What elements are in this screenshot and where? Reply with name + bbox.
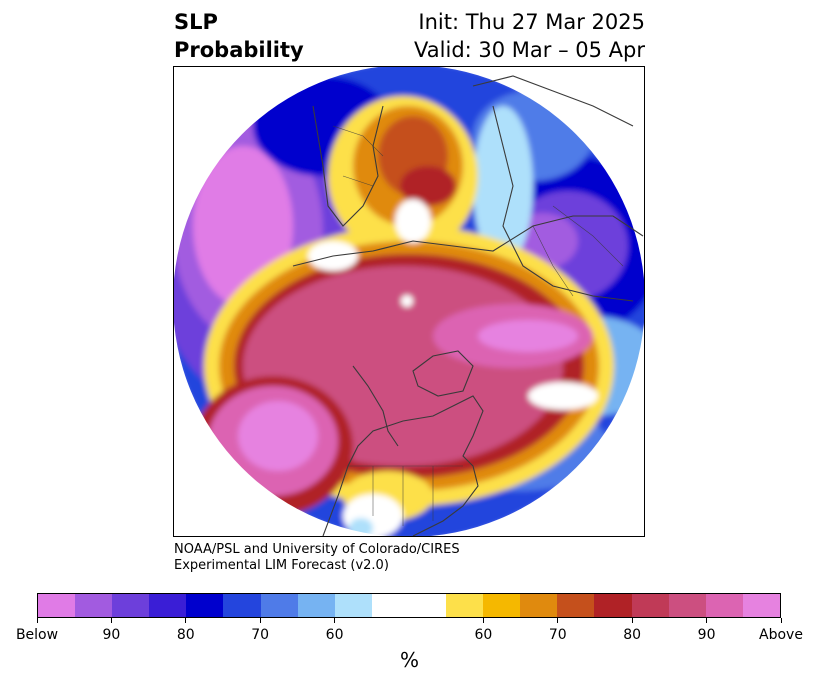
colorbar-segment bbox=[75, 594, 113, 617]
colorbar-unit: % bbox=[399, 648, 419, 672]
colorbar-tick bbox=[259, 618, 261, 623]
colorbar-segment bbox=[668, 594, 706, 617]
political-borders bbox=[332, 125, 624, 526]
colorbar-tick-label: 80 bbox=[176, 627, 195, 643]
colorbar-tick-label: Above bbox=[759, 627, 803, 643]
polar-map bbox=[173, 66, 645, 537]
colorbar-tick bbox=[110, 618, 112, 623]
colorbar-segment bbox=[520, 594, 558, 617]
colorbar-segment bbox=[742, 594, 780, 617]
east-asia-outline bbox=[312, 105, 384, 227]
colorbar-tick bbox=[185, 618, 187, 623]
colorbar-segment bbox=[149, 594, 187, 617]
map-title-left: SLP Probability bbox=[174, 8, 304, 64]
africa-outline bbox=[472, 75, 634, 127]
coastlines bbox=[292, 75, 644, 537]
eurasia-north-coast bbox=[292, 215, 644, 267]
europe-borders bbox=[532, 205, 624, 297]
colorbar-segment bbox=[483, 594, 521, 617]
colorbar-segment bbox=[705, 594, 743, 617]
colorbar-tick-label: 90 bbox=[102, 627, 121, 643]
colorbar-tick-label: Below bbox=[15, 627, 59, 643]
alaska-coast bbox=[352, 365, 399, 447]
credit-text: NOAA/PSL and University of Colorado/CIRE… bbox=[174, 542, 460, 574]
colorbar-tick bbox=[706, 618, 708, 623]
state-lines bbox=[372, 466, 434, 526]
map-title-right: Init: Thu 27 Mar 2025 Valid: 30 Mar – 05… bbox=[414, 8, 645, 64]
colorbar-segment bbox=[186, 594, 224, 617]
colorbar-segment bbox=[557, 594, 595, 617]
credit-line-1: NOAA/PSL and University of Colorado/CIRE… bbox=[174, 542, 460, 557]
colorbar-segment bbox=[38, 594, 76, 617]
europe-outline bbox=[492, 105, 634, 302]
colorbar-tick-label: 60 bbox=[474, 627, 493, 643]
colorbar-ticks: Below 90 80 70 60 60 70 80 90 Above bbox=[16, 618, 803, 648]
colorbar-tick bbox=[557, 618, 559, 623]
credit-line-2: Experimental LIM Forecast (v2.0) bbox=[174, 558, 389, 573]
colorbar-segment bbox=[297, 594, 335, 617]
colorbar-tick bbox=[36, 618, 38, 623]
valid-range: Valid: 30 Mar – 05 Apr bbox=[414, 38, 645, 62]
north-america-outline bbox=[322, 395, 484, 537]
greenland-outline bbox=[412, 350, 474, 397]
asia-borders bbox=[332, 125, 384, 187]
colorbar-tick bbox=[482, 618, 484, 623]
colorbar-segment bbox=[446, 594, 484, 617]
colorbar-tick bbox=[631, 618, 633, 623]
colorbar-tick-label: 70 bbox=[251, 627, 270, 643]
map-border bbox=[173, 66, 645, 537]
colorbar-tick-label: 60 bbox=[325, 627, 344, 643]
colorbar-segment bbox=[594, 594, 632, 617]
colorbar bbox=[37, 593, 781, 618]
colorbar-tick bbox=[334, 618, 336, 623]
colorbar-tick bbox=[780, 618, 782, 623]
title-field: SLP bbox=[174, 10, 218, 34]
colorbar-segment bbox=[260, 594, 298, 617]
colorbar-tick-label: 80 bbox=[623, 627, 642, 643]
title-type: Probability bbox=[174, 38, 304, 62]
colorbar-segment bbox=[112, 594, 150, 617]
colorbar-segment bbox=[371, 594, 409, 617]
colorbar-segment bbox=[408, 594, 447, 617]
colorbar-segment bbox=[631, 594, 669, 617]
colorbar-segment bbox=[223, 594, 261, 617]
colorbar-segment bbox=[334, 594, 372, 617]
colorbar-tick-label: 90 bbox=[697, 627, 716, 643]
init-date: Init: Thu 27 Mar 2025 bbox=[418, 10, 645, 34]
probability-field bbox=[173, 66, 645, 537]
colorbar-tick-label: 70 bbox=[548, 627, 567, 643]
